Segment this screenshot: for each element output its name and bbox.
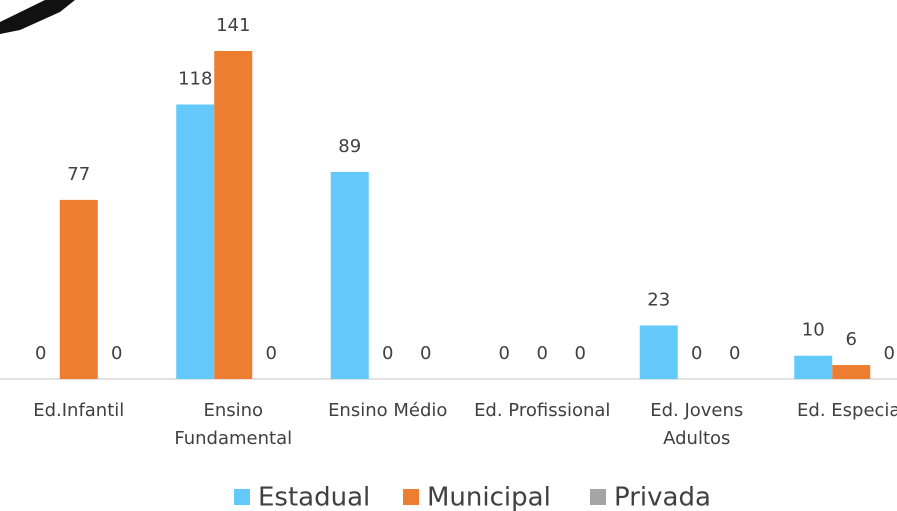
value-label: 0 [499,343,510,364]
value-label: 23 [647,289,670,310]
value-label: 118 [178,69,212,90]
legend-label: Estadual [258,483,370,511]
value-label: 77 [67,164,90,185]
legend-swatch [403,489,419,505]
bar [832,365,871,379]
value-label: 0 [35,343,46,364]
bar [214,51,253,379]
legend-swatch [234,489,250,505]
bar [59,199,98,379]
value-label: 89 [338,136,361,157]
value-label: 0 [266,343,277,364]
legend-swatch [590,489,606,505]
x-tick-label: Ed. Jovens Adultos [650,400,743,449]
value-label: 0 [691,343,702,364]
x-tick-label: Ed. Profissional [474,400,610,421]
x-tick-label: Ed.Infantil [33,400,124,421]
decoration [0,0,75,34]
legend-label: Municipal [427,483,551,511]
value-label: 0 [420,343,431,364]
bar [794,355,833,379]
bar [639,325,678,379]
value-label: 0 [537,343,548,364]
value-label: 0 [111,343,122,364]
bar [176,104,215,380]
value-label: 10 [802,320,825,341]
x-tick-label: Ed. Especial [797,400,897,421]
value-label: 0 [382,343,393,364]
legend-label: Privada [614,483,711,511]
bar [330,171,369,379]
value-label: 0 [575,343,586,364]
value-label: 141 [216,15,250,36]
x-tick-label: Ensino Médio [328,400,447,421]
x-tick-label: Ensino Fundamental [174,400,292,449]
value-label: 0 [884,343,895,364]
value-label: 6 [846,329,857,350]
value-label: 0 [729,343,740,364]
